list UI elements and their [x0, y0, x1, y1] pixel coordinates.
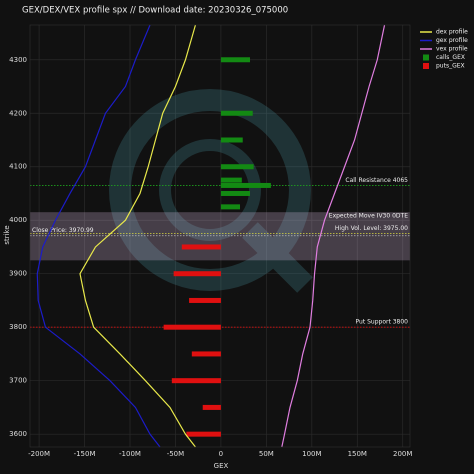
x-tick-label: -50M [167, 450, 184, 458]
x-tick-label: 100M [302, 450, 321, 458]
expected-move-band [30, 212, 410, 261]
gex-bar [173, 271, 221, 277]
y-axis-label: strike [3, 225, 11, 244]
gex-bar [220, 204, 240, 210]
x-axis-label: GEX [214, 462, 229, 470]
legend-label: puts_GEX [436, 63, 465, 70]
y-tick-label: 3700 [9, 377, 27, 385]
gex-bar [171, 378, 221, 384]
x-tick-label: -200M [28, 450, 50, 458]
plot-frame [29, 24, 411, 448]
gex-bar [186, 431, 221, 437]
y-tick-label: 4300 [9, 56, 27, 64]
y-tick-label: 4200 [9, 109, 27, 117]
x-tick-label: 200M [393, 450, 412, 458]
gex-bar [220, 190, 250, 196]
legend-label: vex profile [436, 46, 468, 53]
x-tick-label: -100M [119, 450, 141, 458]
watermark [109, 89, 313, 293]
level-label: Close Price: 3970.99 [32, 227, 94, 234]
level-label: Put Support 3800 [356, 319, 409, 326]
legend-swatch [423, 54, 429, 61]
gex-bar [220, 164, 254, 170]
gex-bar [191, 351, 221, 357]
legend-label: gex profile [436, 37, 468, 44]
chart-title: GEX/DEX/VEX profile spx // Download date… [22, 6, 288, 16]
y-tick-label: 4100 [9, 163, 27, 171]
x-tick-label: -150M [74, 450, 96, 458]
x-tick-label: 0 [219, 450, 223, 458]
legend-label: calls_GEX [436, 54, 465, 61]
profile-line [79, 24, 197, 448]
legend-label: dex profile [436, 29, 468, 36]
level-label: High Vol. Level: 3975.00 [335, 225, 408, 232]
y-tick-label: 3900 [9, 270, 27, 278]
profile-line [281, 24, 386, 448]
gex-bar [220, 110, 253, 116]
level-label: Call Resistance 4065 [345, 177, 408, 184]
gex-bar [181, 244, 221, 250]
gex-bar [220, 182, 271, 188]
band-label: Expected Move IV30 0DTE [329, 213, 408, 220]
gex-bar [220, 177, 242, 183]
y-tick-label: 4000 [9, 216, 27, 224]
y-tick-label: 3600 [9, 430, 27, 438]
legend-swatch [423, 63, 429, 69]
x-tick-label: 150M [348, 450, 367, 458]
x-tick-label: 50M [259, 450, 274, 458]
gex-bar [220, 137, 243, 143]
gex-bar [189, 297, 221, 303]
profile-line [36, 24, 161, 448]
gex-bar [163, 324, 221, 330]
gex-bar [220, 57, 250, 63]
gex-bar [202, 404, 221, 410]
y-tick-label: 3800 [9, 323, 27, 331]
